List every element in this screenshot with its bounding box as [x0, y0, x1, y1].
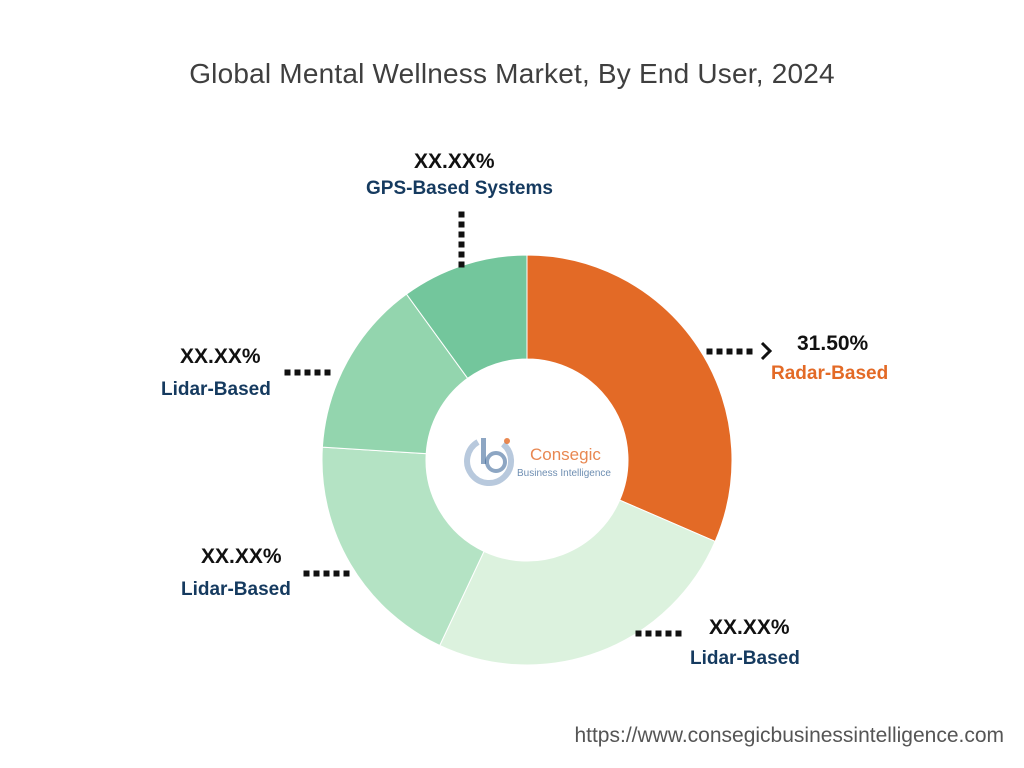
source-url[interactable]: https://www.consegicbusinessintelligence…	[574, 724, 1004, 747]
slice-lidar-top	[321, 293, 469, 455]
label-gps-based-name: GPS-Based Systems	[366, 178, 553, 199]
logo-name: Consegic	[530, 445, 601, 464]
slice-lidar-bottom	[439, 499, 716, 666]
label-radar-based-name: Radar-Based	[771, 363, 889, 384]
slice-gps-based	[405, 254, 528, 379]
chart-title: Global Mental Wellness Market, By End Us…	[189, 58, 835, 89]
slice-lidar-left	[321, 446, 485, 647]
leader-lidar-top	[284, 369, 331, 376]
label-gps-based: XX.XX%	[414, 150, 495, 174]
logo-ring-icon	[464, 439, 515, 487]
label-lidar-top-value: XX.XX%	[180, 345, 261, 368]
label-lidar-left-name: Lidar-Based	[181, 579, 291, 600]
label-gps-based-value: XX.XX%	[414, 150, 495, 173]
label-lidar-bottom-value: XX.XX%	[709, 616, 790, 639]
leader-lidar-bottom	[635, 630, 682, 637]
leader-gps-based	[458, 211, 465, 268]
leader-radar-based	[706, 341, 773, 361]
label-lidar-top-name: Lidar-Based	[161, 379, 271, 400]
leader-lidar-left	[303, 570, 350, 577]
slice-radar-based	[526, 254, 733, 543]
label-lidar-bottom-name: Lidar-Based	[690, 648, 800, 669]
label-lidar-left-value: XX.XX%	[201, 545, 282, 568]
consegic-logo: Consegic Business Intelligence	[464, 438, 611, 487]
logo-tagline: Business Intelligence	[517, 468, 611, 479]
label-radar-based-value: 31.50%	[797, 332, 869, 355]
